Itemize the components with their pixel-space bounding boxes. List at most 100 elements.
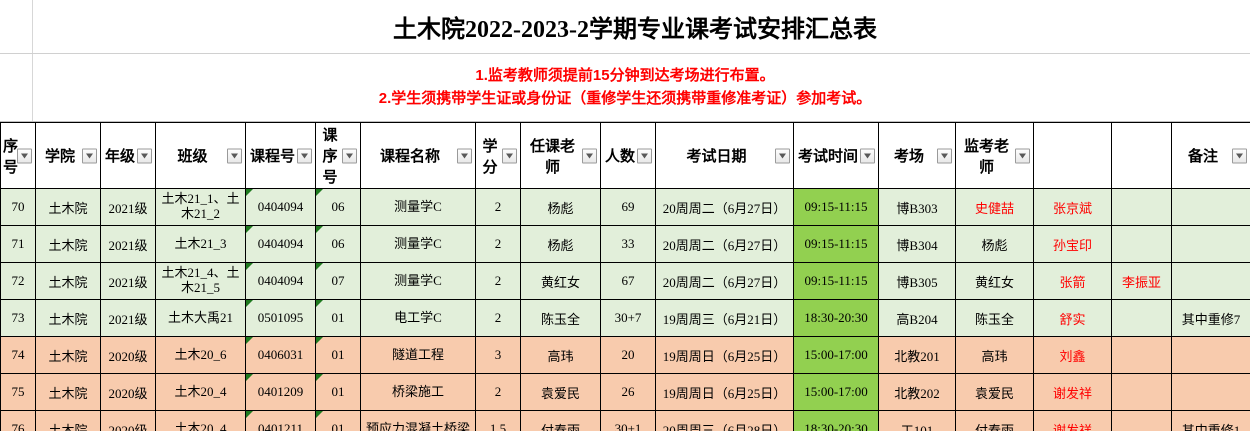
cell-proctor1[interactable]: 史健喆 xyxy=(955,188,1034,226)
cell-teacher[interactable]: 杨彪 xyxy=(520,225,601,263)
cell-course_name[interactable]: 电工学C xyxy=(360,299,476,337)
cell-credits[interactable]: 2 xyxy=(475,373,521,411)
cell-class[interactable]: 土木21_4、土木21_5 xyxy=(155,262,246,300)
filter-dropdown-icon[interactable] xyxy=(1232,148,1247,163)
cell-grade[interactable]: 2020级 xyxy=(100,410,156,431)
cell-students[interactable]: 69 xyxy=(600,188,656,226)
cell-class[interactable]: 土木20_4 xyxy=(155,410,246,431)
cell-remarks[interactable] xyxy=(1171,262,1250,300)
cell-grade[interactable]: 2021级 xyxy=(100,188,156,226)
cell-college[interactable]: 土木院 xyxy=(35,373,101,411)
cell-seq[interactable]: 72 xyxy=(0,262,36,300)
cell-proctor1[interactable]: 袁爱民 xyxy=(955,373,1034,411)
cell-proctor2[interactable]: 谢发祥 xyxy=(1033,373,1112,411)
cell-college[interactable]: 土木院 xyxy=(35,262,101,300)
cell-proctor1[interactable]: 陈玉全 xyxy=(955,299,1034,337)
table-row[interactable]: 75 土木院 2020级 土木20_4 0401209 01 桥梁施工 2 袁爱民 26 19周周日… xyxy=(0,373,1250,411)
cell-exam_time[interactable]: 09:15-11:15 xyxy=(793,262,879,300)
cell-teacher[interactable]: 陈玉全 xyxy=(520,299,601,337)
cell-grade[interactable]: 2021级 xyxy=(100,225,156,263)
cell-exam_time[interactable]: 18:30-20:30 xyxy=(793,299,879,337)
cell-exam_room[interactable]: 北教202 xyxy=(878,373,956,411)
cell-college[interactable]: 土木院 xyxy=(35,188,101,226)
cell-remarks[interactable]: 其中重修1 xyxy=(1171,410,1250,431)
cell-credits[interactable]: 2 xyxy=(475,299,521,337)
cell-exam_time[interactable]: 18:30-20:30 xyxy=(793,410,879,431)
filter-dropdown-icon[interactable] xyxy=(297,148,312,163)
cell-course_no[interactable]: 0501095 xyxy=(245,299,316,337)
cell-teacher[interactable]: 高玮 xyxy=(520,336,601,374)
cell-class[interactable]: 土木21_3 xyxy=(155,225,246,263)
column-header-exam_time[interactable]: 考试时间 xyxy=(793,122,879,189)
cell-course_no[interactable]: 0404094 xyxy=(245,225,316,263)
cell-course_seq[interactable]: 07 xyxy=(315,262,361,300)
column-header-credits[interactable]: 学分 xyxy=(475,122,521,189)
cell-course_seq[interactable]: 01 xyxy=(315,410,361,431)
cell-remarks[interactable] xyxy=(1171,336,1250,374)
cell-class[interactable]: 土木大禹21 xyxy=(155,299,246,337)
cell-exam_date[interactable]: 19周周三（6月21日） xyxy=(655,299,794,337)
cell-proctor2[interactable]: 刘鑫 xyxy=(1033,336,1112,374)
table-row[interactable]: 76 土木院 2020级 土木20_4 0401211 01 预应力混凝土桥梁 1.5 付春雨 3… xyxy=(0,410,1250,431)
filter-dropdown-icon[interactable] xyxy=(582,148,597,163)
column-header-seq[interactable]: 序号 xyxy=(0,122,36,189)
cell-credits[interactable]: 2 xyxy=(475,225,521,263)
cell-exam_date[interactable]: 19周周日（6月25日） xyxy=(655,373,794,411)
column-header-grade[interactable]: 年级 xyxy=(100,122,156,189)
filter-dropdown-icon[interactable] xyxy=(937,148,952,163)
table-row[interactable]: 73 土木院 2021级 土木大禹21 0501095 01 电工学C 2 陈玉全 30+7 19周… xyxy=(0,299,1250,337)
cell-seq[interactable]: 75 xyxy=(0,373,36,411)
cell-course_seq[interactable]: 01 xyxy=(315,373,361,411)
cell-students[interactable]: 67 xyxy=(600,262,656,300)
cell-exam_date[interactable]: 20周周三（6月28日） xyxy=(655,410,794,431)
cell-remarks[interactable] xyxy=(1171,188,1250,226)
cell-teacher[interactable]: 杨彪 xyxy=(520,188,601,226)
cell-remarks[interactable]: 其中重修7 xyxy=(1171,299,1250,337)
cell-course_no[interactable]: 0404094 xyxy=(245,262,316,300)
cell-seq[interactable]: 76 xyxy=(0,410,36,431)
cell-exam_date[interactable]: 20周周二（6月27日） xyxy=(655,188,794,226)
cell-exam_room[interactable]: 博B304 xyxy=(878,225,956,263)
filter-dropdown-icon[interactable] xyxy=(82,148,97,163)
cell-proctor3[interactable] xyxy=(1111,373,1172,411)
cell-proctor2[interactable]: 张箭 xyxy=(1033,262,1112,300)
column-header-remarks[interactable]: 备注 xyxy=(1171,122,1250,189)
cell-course_seq[interactable]: 06 xyxy=(315,225,361,263)
column-header-course_no[interactable]: 课程号 xyxy=(245,122,316,189)
cell-teacher[interactable]: 袁爱民 xyxy=(520,373,601,411)
filter-dropdown-icon[interactable] xyxy=(860,148,875,163)
cell-course_name[interactable]: 测量学C xyxy=(360,225,476,263)
cell-proctor2[interactable]: 谢发祥 xyxy=(1033,410,1112,431)
filter-dropdown-icon[interactable] xyxy=(17,148,32,163)
column-header-exam_room[interactable]: 考场 xyxy=(878,122,956,189)
cell-proctor3[interactable] xyxy=(1111,225,1172,263)
cell-class[interactable]: 土木20_4 xyxy=(155,373,246,411)
table-row[interactable]: 74 土木院 2020级 土木20_6 0406031 01 隧道工程 3 高玮 20 19周周日（… xyxy=(0,336,1250,374)
column-header-proctor3[interactable] xyxy=(1111,122,1172,189)
cell-proctor3[interactable] xyxy=(1111,410,1172,431)
column-header-students[interactable]: 人数 xyxy=(600,122,656,189)
table-row[interactable]: 72 土木院 2021级 土木21_4、土木21_5 0404094 07 测量学C 2 黄红女… xyxy=(0,262,1250,300)
cell-course_seq[interactable]: 06 xyxy=(315,188,361,226)
cell-seq[interactable]: 70 xyxy=(0,188,36,226)
cell-course_name[interactable]: 测量学C xyxy=(360,188,476,226)
cell-exam_date[interactable]: 19周周日（6月25日） xyxy=(655,336,794,374)
cell-students[interactable]: 33 xyxy=(600,225,656,263)
cell-exam_date[interactable]: 20周周二（6月27日） xyxy=(655,262,794,300)
cell-grade[interactable]: 2020级 xyxy=(100,336,156,374)
column-header-teacher[interactable]: 任课老师 xyxy=(520,122,601,189)
cell-course_seq[interactable]: 01 xyxy=(315,336,361,374)
column-header-class[interactable]: 班级 xyxy=(155,122,246,189)
cell-proctor1[interactable]: 杨彪 xyxy=(955,225,1034,263)
cell-proctor3[interactable] xyxy=(1111,188,1172,226)
cell-students[interactable]: 26 xyxy=(600,373,656,411)
table-row[interactable]: 70 土木院 2021级 土木21_1、土木21_2 0404094 06 测量学C 2 杨彪 6… xyxy=(0,188,1250,226)
table-row[interactable]: 71 土木院 2021级 土木21_3 0404094 06 测量学C 2 杨彪 33 20周周二（… xyxy=(0,225,1250,263)
cell-course_no[interactable]: 0401209 xyxy=(245,373,316,411)
cell-exam_date[interactable]: 20周周二（6月27日） xyxy=(655,225,794,263)
cell-college[interactable]: 土木院 xyxy=(35,225,101,263)
cell-exam_time[interactable]: 09:15-11:15 xyxy=(793,225,879,263)
cell-class[interactable]: 土木20_6 xyxy=(155,336,246,374)
cell-course_no[interactable]: 0401211 xyxy=(245,410,316,431)
cell-proctor2[interactable]: 张京斌 xyxy=(1033,188,1112,226)
